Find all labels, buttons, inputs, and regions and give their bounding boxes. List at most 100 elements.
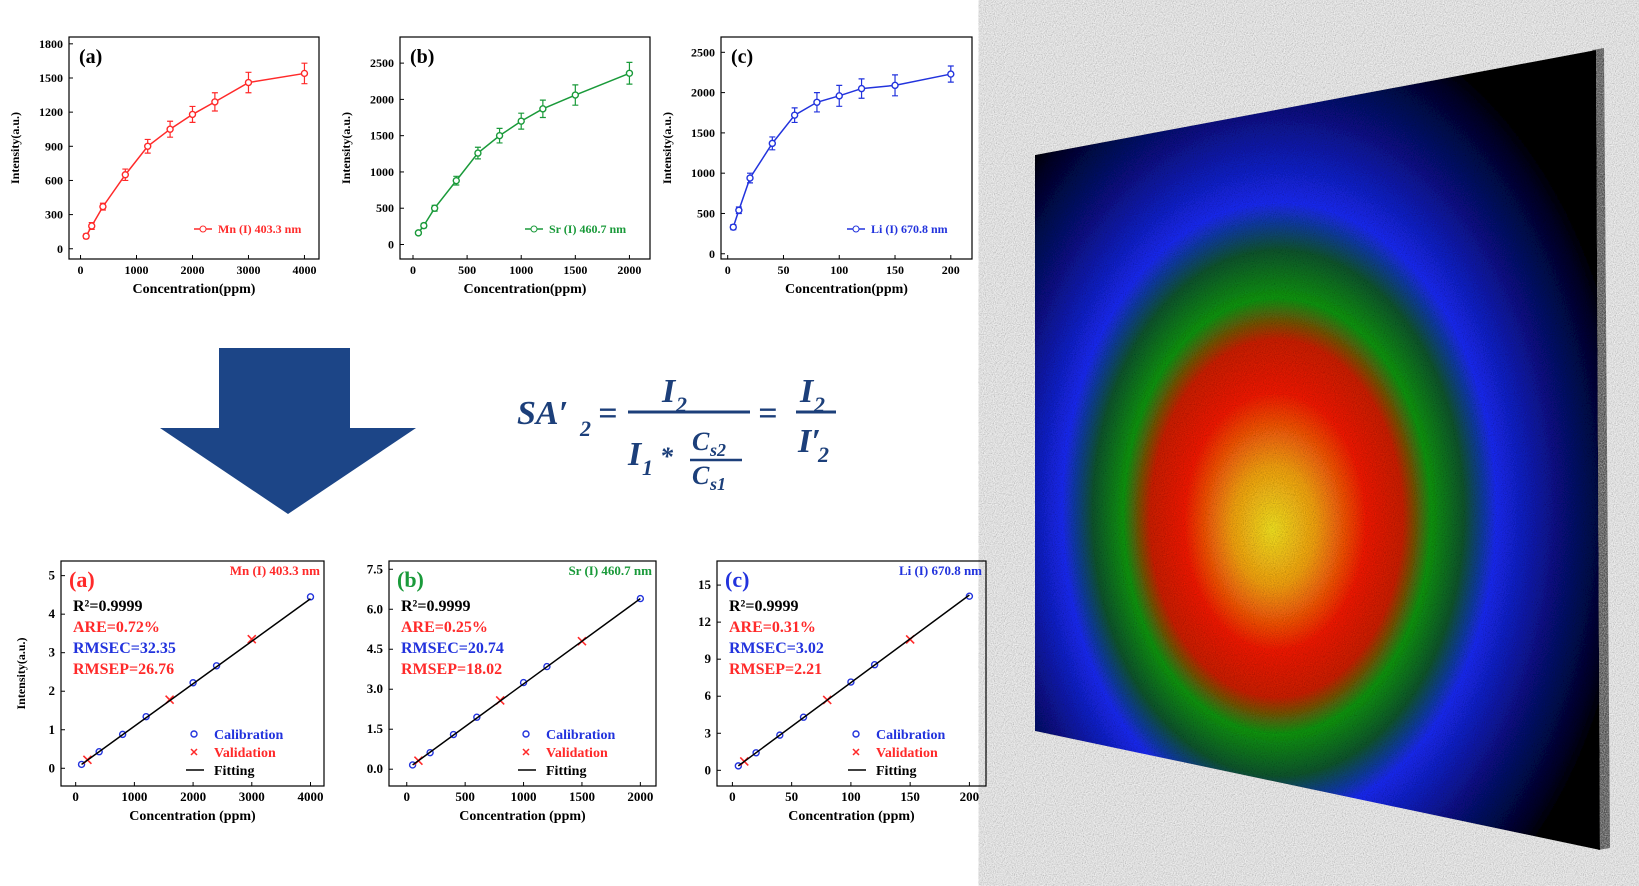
- marker: [965, 592, 974, 600]
- annotation: R²=0.9999: [73, 598, 142, 615]
- chart: 0 500 1000 1500 2000 0 500 1000 1500 2000 2500 Conc…: [339, 36, 651, 297]
- plot-frame: [388, 560, 657, 787]
- legend-marker: [190, 730, 198, 738]
- y-tick-label: 6: [705, 688, 712, 703]
- x-tick-label: 4000: [292, 263, 316, 277]
- y-tick-label: 1: [49, 722, 56, 737]
- x-tick-label: 1500: [569, 789, 595, 804]
- marker: [430, 204, 439, 212]
- marker: [300, 69, 309, 78]
- marker: [414, 229, 423, 237]
- series-line: [85, 72, 305, 237]
- chart-subtitle: Sr (I) 460.7 nm: [568, 563, 652, 578]
- x-axis-label: Concentration (ppm): [129, 809, 256, 824]
- annotation: R²=0.9999: [401, 598, 470, 615]
- marker: [420, 221, 428, 230]
- legend-label: Validation: [876, 746, 938, 761]
- y-tick-label: 15: [698, 577, 712, 592]
- x-tick-label: 2000: [617, 263, 641, 277]
- y-tick-label: 1500: [691, 126, 715, 140]
- y-tick-label: 1000: [370, 165, 394, 179]
- eq-token: =: [758, 395, 777, 432]
- y-tick-label: 1800: [39, 37, 63, 51]
- chart: 0 500 1000 1500 2000 0.0 1.5 3.0 4.5 6.0 7.5 Concen…: [367, 560, 657, 824]
- y-tick-label: 0: [49, 760, 56, 775]
- y-tick-label: 0: [388, 237, 394, 251]
- marker: [891, 81, 899, 90]
- x-tick-label: 50: [777, 263, 789, 277]
- chart-title: (b): [410, 46, 434, 68]
- chart-title: (a): [69, 567, 95, 592]
- annotation: ARE=0.25%: [401, 619, 488, 636]
- eq-token: SA′: [517, 395, 568, 432]
- y-tick-label: 500: [697, 206, 715, 220]
- y-tick-label: 0: [709, 247, 715, 261]
- marker: [82, 232, 90, 240]
- x-tick-label: 1000: [509, 263, 533, 277]
- series-line: [732, 73, 951, 228]
- marker: [188, 110, 197, 119]
- y-tick-label: 1.5: [367, 721, 384, 736]
- marker: [790, 111, 799, 119]
- marker: [452, 176, 460, 185]
- annotation: ARE=0.31%: [729, 619, 816, 636]
- eq-token: *: [660, 442, 674, 471]
- legend-label: Fitting: [546, 764, 586, 779]
- y-tick-label: 0.0: [367, 761, 383, 776]
- eq-token: =: [598, 395, 617, 432]
- marker: [166, 125, 174, 133]
- annotation: RMSEP=18.02: [401, 661, 502, 678]
- x-tick-label: 100: [830, 263, 848, 277]
- marker: [813, 98, 821, 106]
- x-tick-label: 0: [725, 263, 731, 277]
- marker: [729, 223, 737, 231]
- eq-token: I: [627, 436, 643, 473]
- series-line: [81, 598, 311, 766]
- x-tick-label: 150: [886, 263, 904, 277]
- marker: [835, 92, 843, 100]
- chart: 0 1000 2000 3000 4000 0 300 600 900 1200 1500 1800 C…: [8, 36, 320, 297]
- annotation: ARE=0.72%: [73, 619, 160, 636]
- eq-token: C: [692, 427, 710, 456]
- series-line: [412, 597, 641, 766]
- marker: [211, 98, 219, 106]
- marker: [735, 206, 743, 214]
- y-tick-label: 5: [49, 568, 56, 583]
- x-tick-label: 2000: [180, 789, 206, 804]
- legend-marker: [522, 730, 530, 738]
- equation: SA′ 2 = I 2 I 1 * C s2 C s1 = I 2 I′ 2: [517, 373, 836, 494]
- annotation: RMSEC=3.02: [729, 640, 824, 657]
- chart-title: (a): [79, 46, 102, 68]
- legend-label: Calibration: [876, 728, 945, 743]
- marker: [99, 202, 107, 211]
- y-tick-label: 1500: [370, 129, 394, 143]
- marker: [539, 105, 547, 113]
- eq-token: s1: [709, 474, 726, 494]
- y-tick-label: 3: [49, 645, 56, 660]
- chart-title: (b): [397, 567, 424, 592]
- plot-frame: [68, 36, 320, 260]
- y-tick-label: 0: [705, 762, 712, 777]
- plot-frame: [60, 560, 325, 787]
- x-tick-label: 3000: [236, 263, 260, 277]
- x-axis-label: Concentration (ppm): [459, 809, 586, 824]
- y-tick-label: 600: [45, 173, 63, 187]
- marker: [746, 174, 754, 182]
- annotation: RMSEC=20.74: [401, 640, 504, 657]
- chart-subtitle: Mn (I) 403.3 nm: [230, 563, 320, 578]
- legend-marker: [852, 225, 860, 233]
- arrow: [160, 348, 416, 514]
- marker: [244, 78, 253, 87]
- x-axis-label: Concentration(ppm): [464, 282, 587, 297]
- y-tick-label: 1000: [691, 166, 715, 180]
- marker: [517, 117, 525, 125]
- marker: [121, 171, 130, 179]
- marker: [768, 139, 777, 148]
- eq-token: I′: [797, 423, 821, 460]
- eq-token: I: [661, 373, 677, 410]
- x-tick-label: 1000: [125, 263, 149, 277]
- x-tick-label: 2000: [180, 263, 204, 277]
- eq-token: I: [799, 373, 815, 410]
